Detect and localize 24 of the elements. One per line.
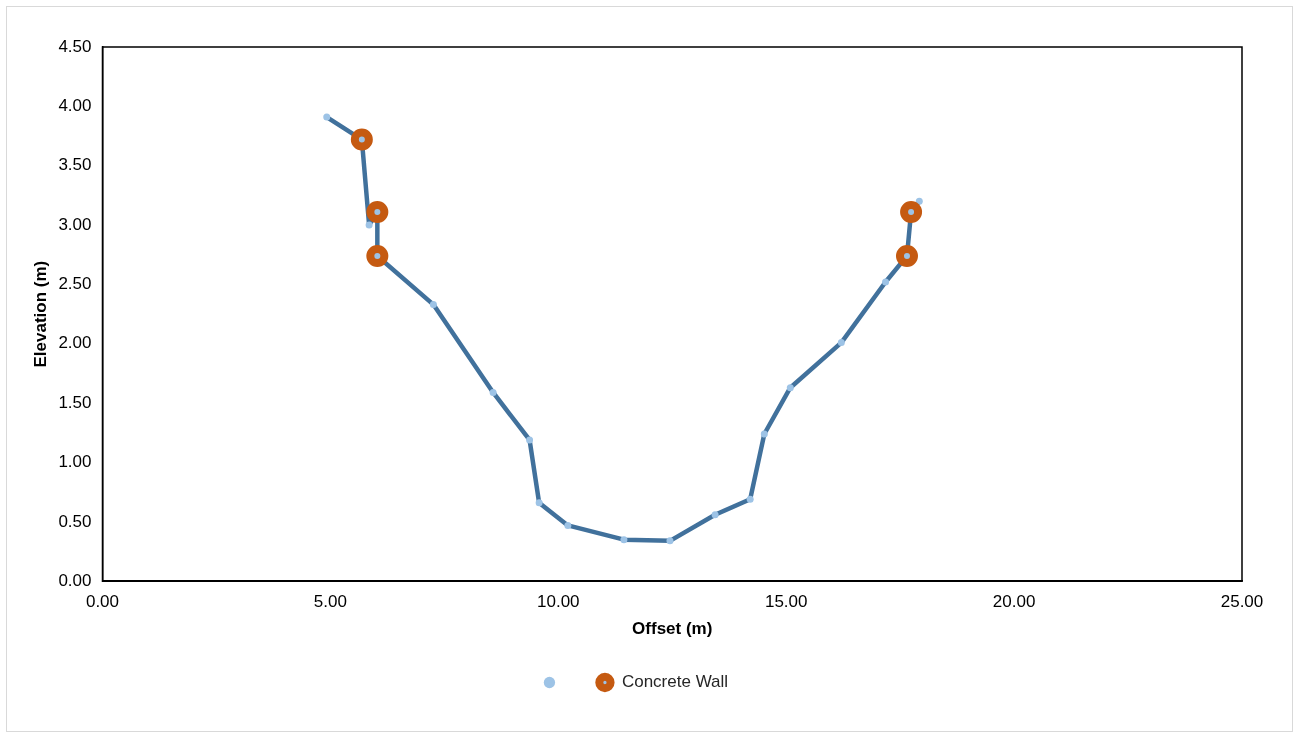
y-tick-label: 2.50 <box>58 274 92 294</box>
x-tick-label: 10.00 <box>537 592 580 612</box>
x-tick-label: 5.00 <box>313 592 347 612</box>
x-axis-title: Offset (m) <box>632 619 713 639</box>
point <box>900 201 923 224</box>
y-axis-title: Elevation (m) <box>30 260 50 368</box>
y-tick-label: 1.00 <box>58 452 92 472</box>
x-tick-label: 25.00 <box>1220 592 1264 612</box>
point <box>350 128 373 151</box>
y-tick-label: 0.00 <box>58 570 92 590</box>
y-tick-label: 2.00 <box>58 333 92 353</box>
y-tick-label: 4.00 <box>58 96 92 116</box>
y-tick-label: 3.50 <box>58 155 92 175</box>
x-tick-label: 0.00 <box>85 592 120 612</box>
point <box>366 201 389 224</box>
x-tick-label: 20.00 <box>992 592 1036 612</box>
y-tick-label: 0.50 <box>58 511 92 531</box>
y-tick-label: 3.00 <box>58 214 92 234</box>
legend-label: Concrete Wall <box>621 672 729 692</box>
y-tick-label: 1.50 <box>58 392 92 412</box>
point <box>366 244 389 267</box>
y-tick-label: 4.50 <box>58 36 92 56</box>
point <box>895 244 918 267</box>
x-tick-label: 15.00 <box>764 592 808 612</box>
